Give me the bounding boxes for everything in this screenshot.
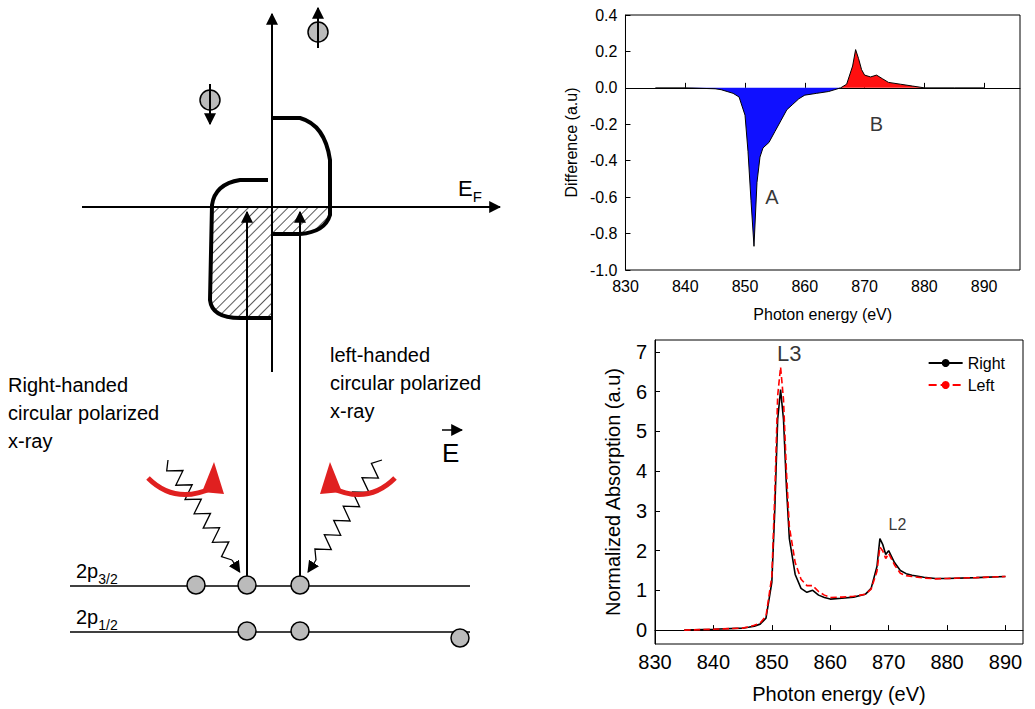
svg-text:5: 5 bbox=[636, 420, 647, 442]
svg-text:0.2: 0.2 bbox=[595, 43, 617, 60]
svg-text:-0.4: -0.4 bbox=[590, 152, 618, 169]
svg-text:left-handed: left-handed bbox=[330, 344, 430, 366]
svg-text:2: 2 bbox=[636, 540, 647, 562]
svg-text:7: 7 bbox=[636, 341, 647, 363]
svg-text:A: A bbox=[765, 186, 779, 208]
svg-text:0.4: 0.4 bbox=[595, 7, 617, 24]
svg-text:Left: Left bbox=[968, 377, 995, 394]
svg-text:B: B bbox=[870, 113, 883, 135]
svg-text:1: 1 bbox=[636, 579, 647, 601]
svg-text:2p1/2: 2p1/2 bbox=[76, 606, 118, 633]
svg-text:Right: Right bbox=[968, 355, 1006, 372]
svg-text:830: 830 bbox=[612, 278, 639, 295]
svg-text:x-ray: x-ray bbox=[330, 400, 374, 422]
svg-text:0: 0 bbox=[636, 619, 647, 641]
svg-text:890: 890 bbox=[989, 651, 1022, 673]
svg-text:3: 3 bbox=[636, 500, 647, 522]
svg-text:x-ray: x-ray bbox=[8, 430, 52, 452]
svg-text:-1.0: -1.0 bbox=[590, 262, 618, 279]
svg-text:circular polarized: circular polarized bbox=[330, 372, 481, 394]
svg-text:840: 840 bbox=[672, 278, 699, 295]
svg-text:850: 850 bbox=[732, 278, 759, 295]
svg-text:EF: EF bbox=[458, 176, 482, 205]
svg-text:880: 880 bbox=[930, 651, 963, 673]
svg-text:860: 860 bbox=[791, 278, 818, 295]
svg-text:L3: L3 bbox=[777, 341, 801, 366]
svg-text:Photon energy (eV): Photon energy (eV) bbox=[752, 683, 925, 705]
svg-text:850: 850 bbox=[755, 651, 788, 673]
svg-text:890: 890 bbox=[971, 278, 998, 295]
svg-text:Normalized Absorption (a.u): Normalized Absorption (a.u) bbox=[602, 368, 624, 616]
svg-text:E: E bbox=[442, 438, 459, 468]
svg-text:6: 6 bbox=[636, 381, 647, 403]
svg-text:0.0: 0.0 bbox=[595, 79, 617, 96]
svg-text:-0.6: -0.6 bbox=[590, 189, 618, 206]
svg-text:Right-handed: Right-handed bbox=[8, 374, 128, 396]
svg-text:L2: L2 bbox=[889, 516, 907, 533]
svg-text:830: 830 bbox=[638, 651, 671, 673]
svg-text:860: 860 bbox=[814, 651, 847, 673]
svg-text:870: 870 bbox=[872, 651, 905, 673]
svg-text:880: 880 bbox=[911, 278, 938, 295]
svg-text:-0.8: -0.8 bbox=[590, 225, 618, 242]
svg-text:4: 4 bbox=[636, 460, 647, 482]
svg-text:840: 840 bbox=[697, 651, 730, 673]
svg-text:870: 870 bbox=[851, 278, 878, 295]
svg-text:circular polarized: circular polarized bbox=[8, 402, 159, 424]
svg-text:Photon energy (eV): Photon energy (eV) bbox=[753, 306, 892, 323]
svg-text:2p3/2: 2p3/2 bbox=[76, 560, 118, 587]
svg-text:Difference (a.u): Difference (a.u) bbox=[563, 88, 580, 198]
svg-text:-0.2: -0.2 bbox=[590, 116, 618, 133]
